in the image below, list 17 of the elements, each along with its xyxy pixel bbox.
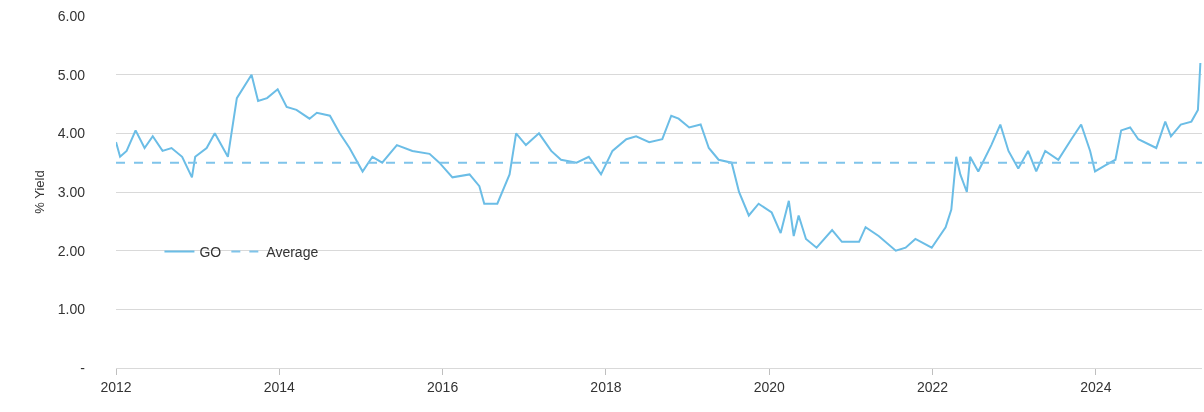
x-tick-label: 2016 (427, 378, 459, 395)
y-tick-label: - (80, 359, 86, 376)
y-tick-label: 5.00 (57, 66, 86, 83)
x-tick-label: 2012 (100, 378, 132, 395)
x-tick-label: 2022 (916, 378, 949, 395)
y-tick-label: 4.00 (57, 125, 86, 142)
x-tick-label: 2014 (263, 378, 296, 395)
x-tick-label: 2020 (753, 378, 786, 395)
legend-label: GO (199, 243, 222, 260)
y-axis-title: % Yield (31, 170, 47, 214)
x-tick-label: 2018 (590, 378, 622, 395)
y-tick-label: 6.00 (57, 7, 86, 24)
y-tick-label: 3.00 (57, 183, 86, 200)
legend-label: Average (266, 243, 319, 260)
y-tick-label: 2.00 (57, 242, 86, 259)
y-tick-label: 1.00 (57, 301, 86, 318)
x-tick-label: 2024 (1080, 378, 1112, 395)
